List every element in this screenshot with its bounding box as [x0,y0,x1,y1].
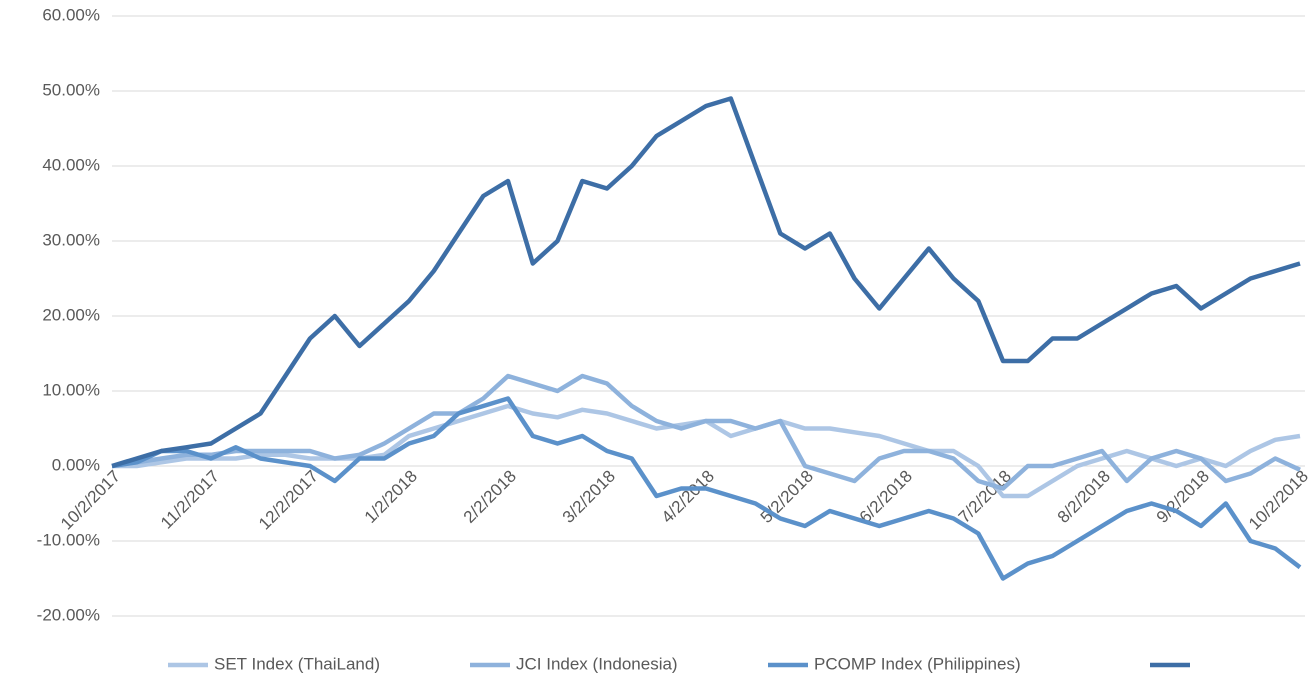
legend-label: JCI Index (Indonesia) [516,654,678,673]
legend-label: SET Index (ThaiLand) [214,654,380,673]
y-tick-label: 50.00% [42,80,100,99]
x-tick-label: 11/2/2017 [157,467,223,533]
x-tick-label: 10/2/2018 [1245,467,1312,534]
x-tick-label: 9/2/2018 [1153,467,1213,527]
y-tick-label: 10.00% [42,380,100,399]
series-line [111,396,1302,581]
y-tick-label: 60.00% [42,5,100,24]
legend-label: PCOMP Index (Philippines) [814,654,1021,673]
x-tick-label: 5/2/2018 [757,467,817,527]
y-tick-label: 20.00% [42,305,100,324]
y-tick-label: 40.00% [42,155,100,174]
series-line [111,96,1301,469]
y-tick-label: 30.00% [42,230,100,249]
x-tick-label: 10/2/2017 [57,467,124,534]
x-tick-label: 1/2/2018 [361,467,421,527]
y-tick-label: -10.00% [37,530,100,549]
y-tick-label: 0.00% [52,455,100,474]
x-tick-label: 12/2/2017 [255,467,322,534]
y-tick-label: -20.00% [37,605,100,624]
series-line [111,373,1301,491]
x-tick-label: 4/2/2018 [658,467,718,527]
x-tick-label: 2/2/2018 [460,467,520,527]
x-tick-label: 3/2/2018 [559,467,619,527]
